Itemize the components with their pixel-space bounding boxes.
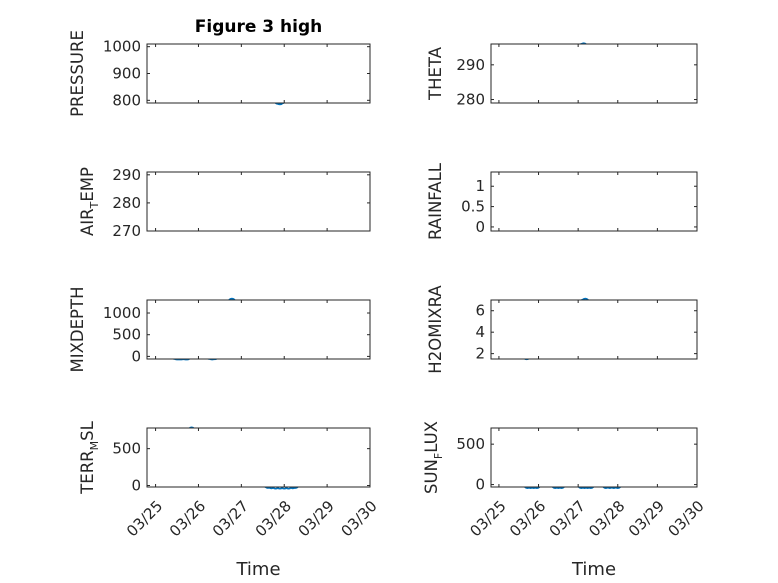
y-axis-label: TERRMSL (78, 420, 101, 494)
x-tick-label: 03/25 (123, 497, 166, 540)
axes-box (146, 427, 371, 488)
y-tick-label: 900 (112, 65, 141, 83)
chart-title: Figure 3 high (195, 17, 323, 37)
y-tick-label: 800 (112, 91, 141, 109)
y-tick-label: 0 (475, 476, 485, 494)
panel-theta: 280 290 THETA (426, 42, 698, 109)
axes-box (146, 171, 371, 232)
y-tick-label: 290 (456, 56, 485, 74)
axes-box (490, 427, 698, 488)
axes-box (490, 299, 698, 360)
y-tick-label: 0 (475, 218, 485, 236)
y-axis-label: THETA (426, 46, 445, 101)
x-axis-label: Time (235, 559, 280, 580)
y-tick-label: 1 (475, 177, 485, 195)
y-tick-label: 4 (475, 323, 485, 341)
x-tick-label: 03/29 (295, 497, 338, 540)
panel-terr_msl: 03/25 03/26 03/27 03/28 03/29 03/30 0 500 TERRMS… (78, 420, 381, 580)
x-tick-label: 03/30 (337, 497, 380, 540)
y-tick-label: 0 (131, 477, 141, 495)
y-tick-label: 1000 (103, 304, 141, 322)
x-tick-label: 03/28 (585, 497, 628, 540)
y-axis-label: SUNFLUX (422, 421, 445, 494)
x-tick-label: 03/29 (625, 497, 668, 540)
x-tick-label: 03/27 (546, 497, 589, 540)
y-tick-label: 1000 (103, 38, 141, 56)
x-axis-label: Time (571, 559, 616, 580)
axes-box (490, 171, 698, 232)
y-axis-label: H2OMIXRA (426, 285, 445, 374)
panel-mixdepth: 0 500 1000 MIXDEPTH (68, 287, 371, 373)
panel-pressure: 800 900 1000 PRESSURE Figure 3 high (68, 17, 371, 117)
x-tick-label: 03/25 (466, 497, 509, 540)
y-tick-label: 500 (112, 326, 141, 344)
panel-air_temp: 270 280 290 AIRTEMP (78, 166, 371, 240)
y-tick-label: 0 (131, 347, 141, 365)
x-tick-label: 03/27 (209, 497, 252, 540)
panel-rainfall: 0 0.5 1 RAINFALL (426, 162, 698, 240)
y-tick-label: 0.5 (461, 198, 485, 216)
y-axis-label: PRESSURE (68, 30, 87, 117)
axes-box (490, 43, 698, 104)
panel-h2omixra: 2 4 6 H2OMIXRA (426, 285, 698, 374)
axes-box (146, 299, 371, 360)
y-tick-label: 280 (112, 194, 141, 212)
y-axis-label: RAINFALL (426, 162, 445, 240)
x-tick-label: 03/30 (664, 497, 707, 540)
y-tick-label: 6 (475, 302, 485, 320)
x-tick-label: 03/26 (166, 497, 209, 540)
axes-box (146, 43, 371, 104)
y-axis-label: AIRTEMP (78, 167, 101, 236)
x-tick-label: 03/26 (506, 497, 549, 540)
y-axis-label: MIXDEPTH (68, 287, 87, 373)
y-tick-label: 500 (456, 435, 485, 453)
x-tick-label: 03/28 (252, 497, 295, 540)
y-tick-label: 280 (456, 91, 485, 109)
y-tick-label: 500 (112, 440, 141, 458)
y-tick-label: 290 (112, 166, 141, 184)
y-tick-label: 2 (475, 345, 485, 363)
y-tick-label: 270 (112, 222, 141, 240)
